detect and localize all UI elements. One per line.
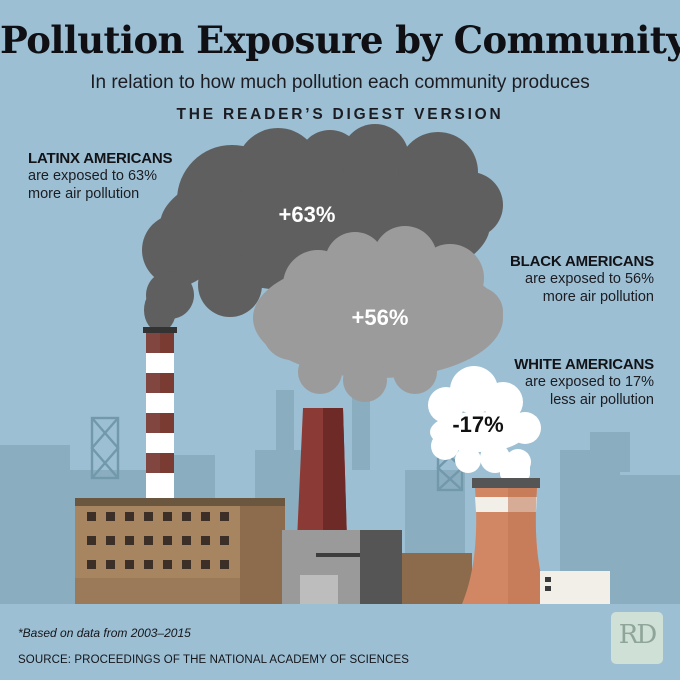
smoke-cloud-white <box>428 366 541 480</box>
group-text-line1: are exposed to 63% <box>28 168 157 184</box>
group-text-line2: more air pollution <box>28 186 140 202</box>
cooling-tower <box>462 478 610 604</box>
source-credit: SOURCE: PROCEEDINGS OF THE NATIONAL ACAD… <box>18 654 410 666</box>
gray-buildings <box>282 530 472 604</box>
group-callout-black: BLACK AMERICANS are exposed to 56% more … <box>434 253 654 306</box>
factory-building <box>75 498 285 604</box>
group-text-line1: are exposed to 56% <box>525 271 654 287</box>
ground <box>0 604 680 680</box>
group-heading: BLACK AMERICANS <box>510 253 654 270</box>
group-heading: WHITE AMERICANS <box>514 356 654 373</box>
group-callout-latinx: LATINX AMERICANS are exposed to 63% more… <box>28 150 238 203</box>
group-callout-white: WHITE AMERICANS are exposed to 17% less … <box>434 356 654 409</box>
rd-logo: RD <box>611 612 663 664</box>
rd-logo-text: RD <box>618 620 657 650</box>
infographic-title: Pollution Exposure by Community <box>0 18 680 62</box>
smokestack-striped <box>143 327 177 500</box>
cloud-label-white: -17% <box>452 412 504 437</box>
smokestack-red <box>297 408 347 540</box>
brand-tagline: THE READER’S DIGEST VERSION <box>176 106 504 123</box>
group-heading: LATINX AMERICANS <box>28 150 173 167</box>
group-text-line2: more air pollution <box>542 289 654 305</box>
footnote: *Based on data from 2003–2015 <box>18 626 191 640</box>
cloud-label-latinx: +63% <box>278 202 336 227</box>
cloud-label-black: +56% <box>351 305 409 330</box>
infographic-subtitle: In relation to how much pollution each c… <box>90 72 590 93</box>
group-text-line2: less air pollution <box>550 392 654 408</box>
smoke-cloud-medium <box>253 226 503 402</box>
group-text-line1: are exposed to 17% <box>525 374 654 390</box>
